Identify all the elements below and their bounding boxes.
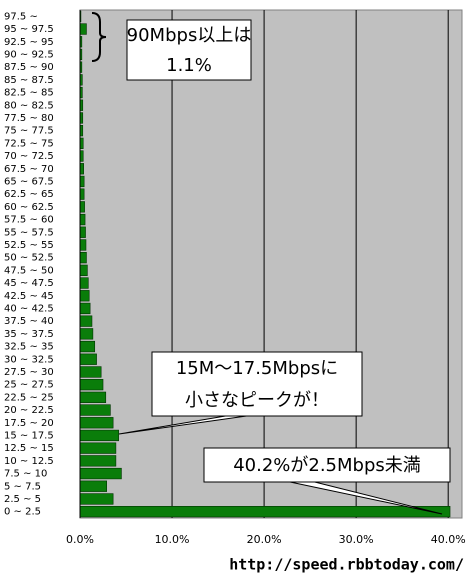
bar xyxy=(79,302,91,315)
bar xyxy=(79,391,107,403)
callout-box xyxy=(203,447,451,483)
bar xyxy=(79,480,107,492)
annotation-text: 90Mbps以上は xyxy=(127,25,252,46)
y-tick-label: 42.5 ~ 45 xyxy=(4,291,54,302)
y-tick-label: 0 ~ 2.5 xyxy=(4,507,41,518)
bar xyxy=(79,277,89,289)
y-tick-label: 22.5 ~ 25 xyxy=(4,392,54,403)
y-tick-label: 7.5 ~ 10 xyxy=(4,469,47,480)
bar xyxy=(79,467,122,480)
plot-area xyxy=(79,9,463,519)
y-tick-label: 82.5 ~ 85 xyxy=(4,88,54,99)
callout-box xyxy=(126,19,252,81)
y-tick-label: 30 ~ 32.5 xyxy=(4,354,54,365)
bracket xyxy=(91,12,107,62)
y-tick-label: 20 ~ 22.5 xyxy=(4,405,54,416)
bar xyxy=(79,429,119,442)
bar xyxy=(79,188,85,200)
bar xyxy=(79,379,104,391)
bar xyxy=(79,328,94,340)
y-tick-label: 87.5 ~ 90 xyxy=(4,62,54,73)
y-tick-label: 15 ~ 17.5 xyxy=(4,430,54,441)
y-tick-label: 32.5 ~ 35 xyxy=(4,342,54,353)
y-tick-label: 37.5 ~ 40 xyxy=(4,316,54,327)
bar xyxy=(79,493,114,505)
y-tick-label: 25 ~ 27.5 xyxy=(4,380,54,391)
y-tick-label: 72.5 ~ 75 xyxy=(4,138,54,149)
y-tick-label: 45 ~ 47.5 xyxy=(4,278,54,289)
y-tick-label: 60 ~ 62.5 xyxy=(4,202,54,213)
bar xyxy=(79,213,86,226)
y-tick-label: 77.5 ~ 80 xyxy=(4,113,54,124)
y-tick-label: 27.5 ~ 30 xyxy=(4,367,54,378)
y-tick-label: 5 ~ 7.5 xyxy=(4,481,41,492)
y-tick-label: 47.5 ~ 50 xyxy=(4,265,54,276)
annotation-text: 1.1% xyxy=(166,55,212,76)
bar xyxy=(79,264,88,276)
bar xyxy=(79,290,90,302)
bar xyxy=(79,455,117,467)
x-tick-label: 20.0% xyxy=(247,533,282,546)
y-tick-label: 95 ~ 97.5 xyxy=(4,24,54,35)
source: http://speed.rbbtoday.com/ xyxy=(229,556,464,574)
y-tick-label: 92.5 ~ 95 xyxy=(4,37,54,48)
bar xyxy=(79,315,93,327)
bar xyxy=(79,442,117,454)
y-tick-label: 97.5 ~ xyxy=(4,11,38,22)
bar xyxy=(79,366,102,378)
x-tick-label: 40.0% xyxy=(431,533,466,546)
callout-pointer xyxy=(118,415,247,435)
y-tick-label: 17.5 ~ 20 xyxy=(4,418,54,429)
bar xyxy=(79,252,87,264)
bar xyxy=(79,506,451,518)
y-tick-label: 10 ~ 12.5 xyxy=(4,456,54,467)
callout-pointer xyxy=(289,481,443,515)
bar xyxy=(79,404,111,416)
bar xyxy=(79,201,85,213)
y-tick-label: 57.5 ~ 60 xyxy=(4,215,54,226)
y-tick-label: 12.5 ~ 15 xyxy=(4,443,54,454)
y-tick-label: 55 ~ 57.5 xyxy=(4,227,54,238)
y-tick-label: 35 ~ 37.5 xyxy=(4,329,54,340)
x-tick-label: 0.0% xyxy=(66,533,94,546)
y-tick-label: 80 ~ 82.5 xyxy=(4,100,54,111)
bar xyxy=(79,226,86,238)
bar xyxy=(79,239,87,251)
y-tick-label: 75 ~ 77.5 xyxy=(4,126,54,137)
y-tick-label: 90 ~ 92.5 xyxy=(4,49,54,60)
annotation-text: 40.2%が2.5Mbps未満 xyxy=(233,455,421,476)
bar xyxy=(79,353,97,365)
y-tick-label: 65 ~ 67.5 xyxy=(4,176,54,187)
annotation-text: 15M～17.5Mbpsに xyxy=(176,358,338,379)
callout-box xyxy=(151,351,363,417)
y-tick-label: 40 ~ 42.5 xyxy=(4,303,54,314)
y-tick-label: 67.5 ~ 70 xyxy=(4,164,54,175)
y-tick-label: 2.5 ~ 5 xyxy=(4,494,41,505)
y-tick-label: 50 ~ 52.5 xyxy=(4,253,54,264)
x-tick-label: 30.0% xyxy=(339,533,374,546)
y-tick-label: 52.5 ~ 55 xyxy=(4,240,54,251)
bar xyxy=(79,175,85,188)
bar xyxy=(79,340,96,353)
bar xyxy=(79,417,114,429)
x-tick-label: 10.0% xyxy=(155,533,190,546)
annotation-text: 小さなピークが！ xyxy=(185,390,329,411)
y-tick-label: 62.5 ~ 65 xyxy=(4,189,54,200)
y-tick-label: 70 ~ 72.5 xyxy=(4,151,54,162)
bar xyxy=(79,163,84,175)
bar xyxy=(79,23,87,35)
y-tick-label: 85 ~ 87.5 xyxy=(4,75,54,86)
